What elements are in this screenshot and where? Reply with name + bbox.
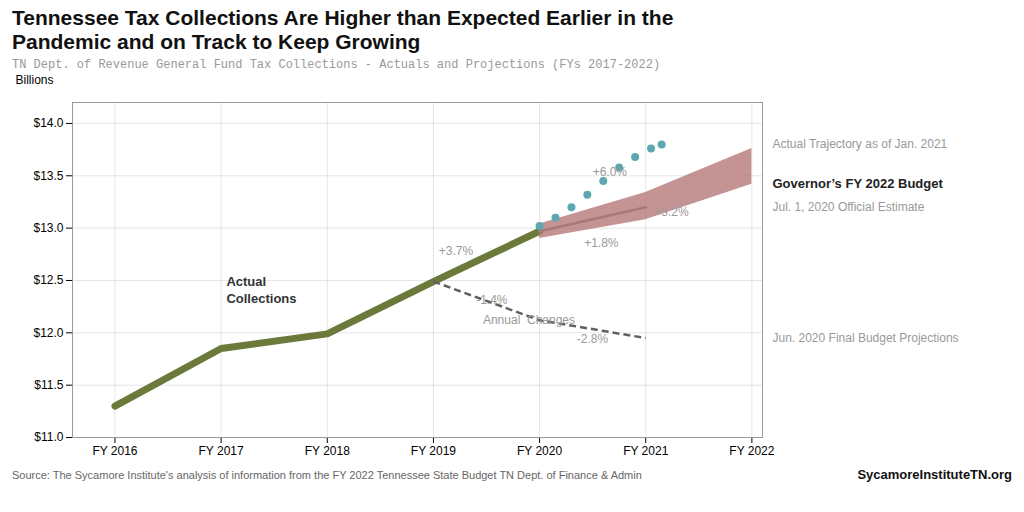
html-text:Tennessee Tax Collections Are: Tennessee Tax Collections Are Higher tha…: [12, 6, 674, 54]
svg-text:+1.8%: +1.8%: [584, 236, 619, 250]
svg-text:FY 2017: FY 2017: [199, 444, 244, 458]
svg-text:FY 2020: FY 2020: [517, 444, 562, 458]
svg-text:$12.5: $12.5: [33, 274, 63, 288]
svg-text:$12.0: $12.0: [33, 326, 63, 340]
svg-text:$11.5: $11.5: [34, 378, 63, 392]
svg-text:+3.2%: +3.2%: [654, 205, 689, 219]
svg-text:FY 2019: FY 2019: [411, 444, 456, 458]
svg-text:Billions: Billions: [16, 73, 54, 87]
svg-text:ActualCollections: ActualCollections: [226, 274, 296, 306]
svg-text:+6.0%: +6.0%: [593, 165, 628, 179]
svg-text:Jul. 1, 2020 Official Estimate: Jul. 1, 2020 Official Estimate: [773, 200, 925, 214]
svg-text:$13.5: $13.5: [33, 169, 63, 183]
svg-text:FY 2016: FY 2016: [92, 444, 137, 458]
svg-text:FY 2018: FY 2018: [305, 444, 350, 458]
svg-text:$14.0: $14.0: [33, 117, 63, 131]
svg-text:FY 2022: FY 2022: [729, 444, 774, 458]
svg-text:FY 2021: FY 2021: [623, 444, 668, 458]
html-text:SycamoreInstituteTN.org: SycamoreInstituteTN.org: [857, 467, 1012, 483]
svg-text:$13.0: $13.0: [33, 221, 63, 235]
svg-text:-1.4%: -1.4%: [476, 293, 508, 307]
svg-text:-2.8%: -2.8%: [577, 333, 609, 347]
html-text:TN Dept. of Revenue General Fu: TN Dept. of Revenue General Fund Tax Col…: [12, 58, 661, 73]
svg-text:Jun. 2020 Final Budget Project: Jun. 2020 Final Budget Projections: [773, 331, 959, 345]
svg-text:+3.7%: +3.7%: [439, 245, 474, 259]
svg-text:Actual Trajectory as of Jan. 2: Actual Trajectory as of Jan. 2021: [773, 137, 948, 151]
svg-text:Annual Changes: Annual Changes: [483, 314, 575, 328]
svg-text:$11.0: $11.0: [34, 431, 63, 445]
html-text:Source: The Sycamore Institute: Source: The Sycamore Institute's analysi…: [12, 469, 642, 482]
svg-text:Governor’s FY 2022 Budget: Governor’s FY 2022 Budget: [773, 177, 944, 192]
